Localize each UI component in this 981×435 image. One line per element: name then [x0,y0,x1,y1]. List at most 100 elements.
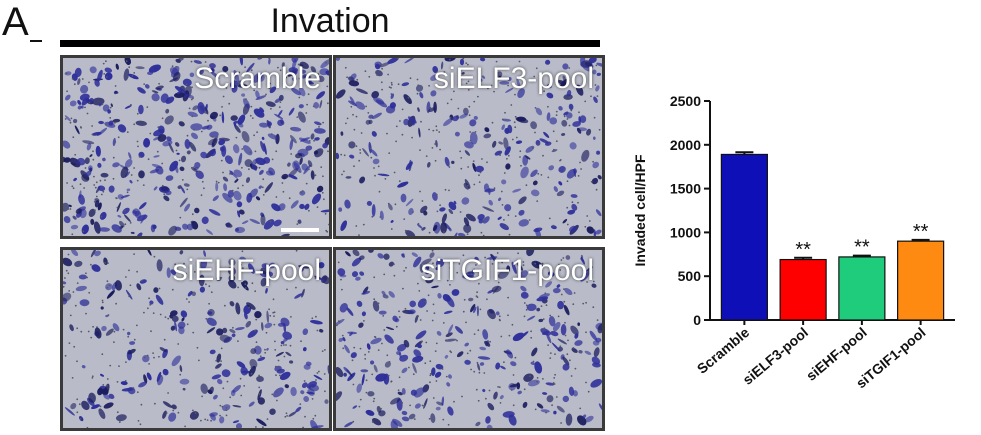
membrane-pore [477,95,479,98]
stained-cell [158,125,165,134]
stained-cell [112,118,121,123]
membrane-pore [92,150,94,153]
membrane-pore [507,314,509,317]
stained-cell [459,113,468,119]
stained-cell [446,382,451,387]
stained-cell [69,324,74,332]
stained-cell [435,266,440,271]
stained-cell [359,176,366,184]
stained-cell [189,72,195,78]
membrane-pore [508,233,511,236]
stained-cell [558,165,566,173]
membrane-pore [508,334,511,337]
membrane-pore [355,145,358,148]
stained-cell [352,405,358,409]
stained-cell [112,323,120,332]
membrane-pore [102,190,105,193]
stained-cell [381,290,386,296]
stained-cell [78,274,87,280]
membrane-pore [190,60,193,63]
stained-cell [523,373,534,382]
stained-cell [189,411,199,420]
membrane-pore [566,353,569,356]
scale-bar [281,228,319,232]
stained-cell [227,190,234,198]
membrane-pore [350,105,353,108]
stained-cell [413,387,425,398]
stained-cell [70,224,79,230]
membrane-pore [549,314,552,317]
micrograph-label: siTGIF1-pool [420,254,594,287]
stained-cell [70,402,77,410]
panel-letter: A [2,0,29,44]
stained-cell [574,333,579,339]
membrane-pore [143,356,146,359]
membrane-pore [436,210,439,213]
membrane-pore [514,215,517,218]
membrane-pore [398,376,401,379]
membrane-pore [342,347,345,350]
stained-cell [260,214,266,226]
stained-cell [295,406,302,413]
stained-cell [374,63,381,70]
membrane-pore [143,311,145,314]
stained-cell [186,150,191,155]
membrane-pore [301,190,304,192]
stained-cell [546,92,554,99]
stained-cell [478,78,483,82]
stained-cell [82,140,95,145]
stained-cell [263,142,267,155]
membrane-pore [105,76,108,78]
stained-cell [233,120,241,124]
stained-cell [497,216,502,220]
membrane-pore [224,304,226,307]
stained-cell [556,405,565,413]
membrane-pore [279,374,281,377]
stained-cell [503,137,509,150]
membrane-pore [72,136,75,139]
stained-cell [129,341,136,345]
membrane-pore [136,270,138,273]
stained-cell [143,138,151,148]
membrane-pore [370,156,373,159]
membrane-pore [193,271,196,273]
stained-cell [390,397,401,405]
stained-cell [114,90,119,94]
membrane-pore [136,324,138,327]
stained-cell [569,142,577,150]
stained-cell [136,283,142,291]
stained-cell [263,219,275,230]
membrane-pore [434,350,437,352]
membrane-pore [232,326,234,329]
membrane-pore [90,263,92,266]
membrane-pore [401,402,404,404]
stained-cell [432,192,438,201]
stained-cell [325,70,329,76]
membrane-pore [530,336,533,339]
membrane-pore [362,223,365,226]
membrane-pore [478,371,481,374]
membrane-pore [86,112,89,115]
stained-cell [128,152,132,160]
stained-cell [98,120,104,125]
stained-cell [434,371,442,378]
stained-cell [350,352,357,359]
stained-cell [175,58,181,63]
stained-cell [487,402,495,411]
membrane-pore [353,165,355,168]
membrane-pore [275,374,277,377]
membrane-pore [327,102,329,105]
membrane-pore [76,411,79,414]
stained-cell [72,118,78,124]
membrane-pore [277,66,279,69]
stained-cell [227,266,236,276]
stained-cell [200,383,208,394]
membrane-pore [296,116,299,118]
stained-cell [65,94,71,101]
stained-cell [97,185,106,192]
membrane-pore [133,253,135,255]
stained-cell [254,345,262,355]
membrane-pore [535,67,538,70]
stained-cell [319,329,324,333]
